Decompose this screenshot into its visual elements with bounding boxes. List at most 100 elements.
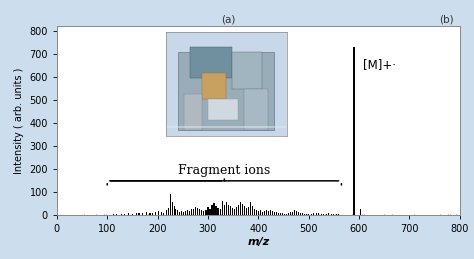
Bar [337, 214, 338, 215]
X-axis label: m/z: m/z [247, 237, 269, 247]
Bar [158, 211, 159, 215]
Bar [203, 211, 204, 215]
Bar [240, 202, 241, 215]
Bar [274, 212, 275, 215]
Bar [152, 213, 153, 215]
Bar [185, 211, 186, 215]
Bar [270, 210, 271, 215]
Bar [291, 214, 292, 215]
Bar [132, 214, 133, 215]
Bar [234, 208, 235, 215]
Text: [M]+·: [M]+· [363, 58, 396, 71]
Bar [217, 214, 218, 215]
Bar [294, 210, 295, 215]
Bar [318, 213, 319, 215]
Bar [132, 214, 133, 215]
Bar [244, 206, 245, 215]
Bar [352, 214, 353, 215]
Y-axis label: Intensity ( arb. units ): Intensity ( arb. units ) [14, 67, 24, 174]
Bar [248, 207, 249, 215]
Bar [319, 214, 320, 215]
Bar [235, 214, 236, 215]
Bar [272, 211, 273, 215]
Bar [183, 212, 184, 215]
Bar [259, 214, 260, 215]
Bar [182, 214, 183, 215]
Bar [307, 214, 308, 215]
Text: Fragment ions: Fragment ions [178, 164, 271, 177]
Bar [302, 213, 303, 215]
Bar [328, 213, 329, 215]
Bar [304, 214, 305, 215]
Bar [229, 206, 231, 215]
Bar [313, 213, 314, 215]
Bar [336, 214, 337, 215]
Bar [213, 203, 215, 215]
Bar [262, 212, 263, 215]
Bar [315, 214, 316, 215]
Bar [232, 208, 233, 215]
Bar [440, 214, 441, 215]
Bar [271, 214, 272, 215]
Bar [163, 213, 164, 215]
Bar [290, 212, 291, 215]
Bar [276, 212, 277, 215]
Bar [96, 214, 97, 215]
Bar [184, 214, 185, 215]
Bar [364, 214, 365, 215]
Bar [398, 214, 399, 215]
Bar [224, 205, 225, 215]
Bar [280, 213, 281, 215]
Bar [197, 208, 199, 215]
Bar [226, 202, 227, 215]
Bar [86, 214, 87, 215]
Bar [208, 207, 209, 215]
Bar [179, 212, 180, 215]
Bar [268, 211, 269, 215]
Bar [246, 208, 247, 215]
Bar [149, 213, 151, 215]
Bar [309, 214, 310, 215]
Bar [362, 214, 363, 215]
Bar [136, 213, 137, 215]
Bar [254, 208, 255, 215]
Bar [142, 213, 143, 215]
Bar [300, 213, 301, 215]
Bar [256, 210, 257, 215]
Bar [278, 213, 279, 215]
Bar [336, 214, 337, 215]
Bar [113, 214, 114, 215]
Bar [331, 214, 332, 215]
Bar [148, 214, 149, 215]
Bar [288, 213, 289, 215]
Bar [260, 210, 261, 215]
Bar [265, 214, 266, 215]
Text: (a): (a) [221, 14, 235, 24]
Bar [168, 208, 169, 215]
Bar [250, 202, 251, 215]
Bar [106, 214, 107, 215]
Bar [384, 214, 385, 215]
Bar [402, 214, 403, 215]
Bar [155, 212, 156, 215]
Bar [284, 214, 285, 215]
Bar [205, 210, 207, 215]
Bar [298, 212, 299, 215]
Bar [236, 207, 237, 215]
Bar [310, 214, 312, 215]
Bar [146, 212, 147, 215]
Bar [286, 214, 287, 215]
Bar [292, 212, 293, 215]
Bar [264, 211, 265, 215]
Bar [189, 211, 191, 215]
Bar [296, 211, 297, 215]
Bar [338, 214, 339, 215]
Bar [150, 214, 151, 215]
Bar [243, 214, 244, 215]
Bar [191, 210, 192, 215]
Bar [326, 214, 327, 215]
Bar [128, 213, 129, 215]
Bar [104, 214, 105, 215]
Bar [83, 214, 84, 215]
Bar [181, 211, 182, 215]
